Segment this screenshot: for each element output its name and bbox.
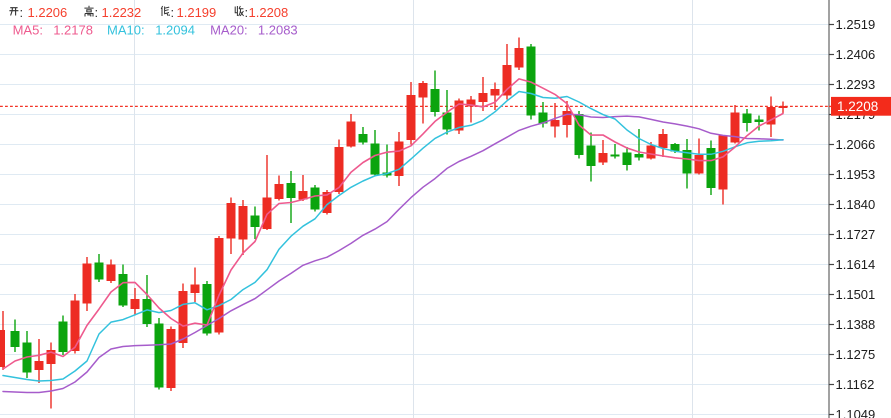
svg-text::: : [95, 5, 99, 20]
svg-text:1.2083: 1.2083 [258, 22, 298, 37]
svg-text::: : [245, 5, 249, 20]
svg-text:MA20:: MA20: [210, 22, 248, 37]
svg-text:1.1049: 1.1049 [836, 407, 876, 418]
svg-text:1.2406: 1.2406 [836, 47, 876, 62]
svg-text:1.2208: 1.2208 [837, 99, 878, 114]
svg-text:1.2232: 1.2232 [102, 5, 142, 20]
svg-text:1.1388: 1.1388 [836, 317, 876, 332]
svg-text:1.2208: 1.2208 [249, 5, 289, 20]
svg-text::: : [171, 5, 175, 20]
svg-text:1.2293: 1.2293 [836, 77, 876, 92]
svg-text:1.2519: 1.2519 [836, 17, 876, 32]
svg-text:1.2206: 1.2206 [28, 5, 68, 20]
svg-text:1.1614: 1.1614 [836, 257, 876, 272]
svg-text:1.1727: 1.1727 [836, 227, 876, 242]
svg-text:1.1840: 1.1840 [836, 197, 876, 212]
svg-text:1.1162: 1.1162 [836, 377, 875, 392]
svg-text:MA10:: MA10: [107, 22, 145, 37]
svg-text:1.2178: 1.2178 [53, 22, 93, 37]
svg-text:1.2066: 1.2066 [836, 137, 876, 152]
svg-text:1.2094: 1.2094 [155, 22, 195, 37]
svg-text:MA5:: MA5: [13, 22, 43, 37]
svg-text:1.1275: 1.1275 [836, 347, 876, 362]
svg-text:1.1501: 1.1501 [836, 287, 876, 302]
svg-text:1.2199: 1.2199 [177, 5, 217, 20]
svg-text::: : [20, 5, 24, 20]
svg-text:1.1953: 1.1953 [836, 167, 876, 182]
